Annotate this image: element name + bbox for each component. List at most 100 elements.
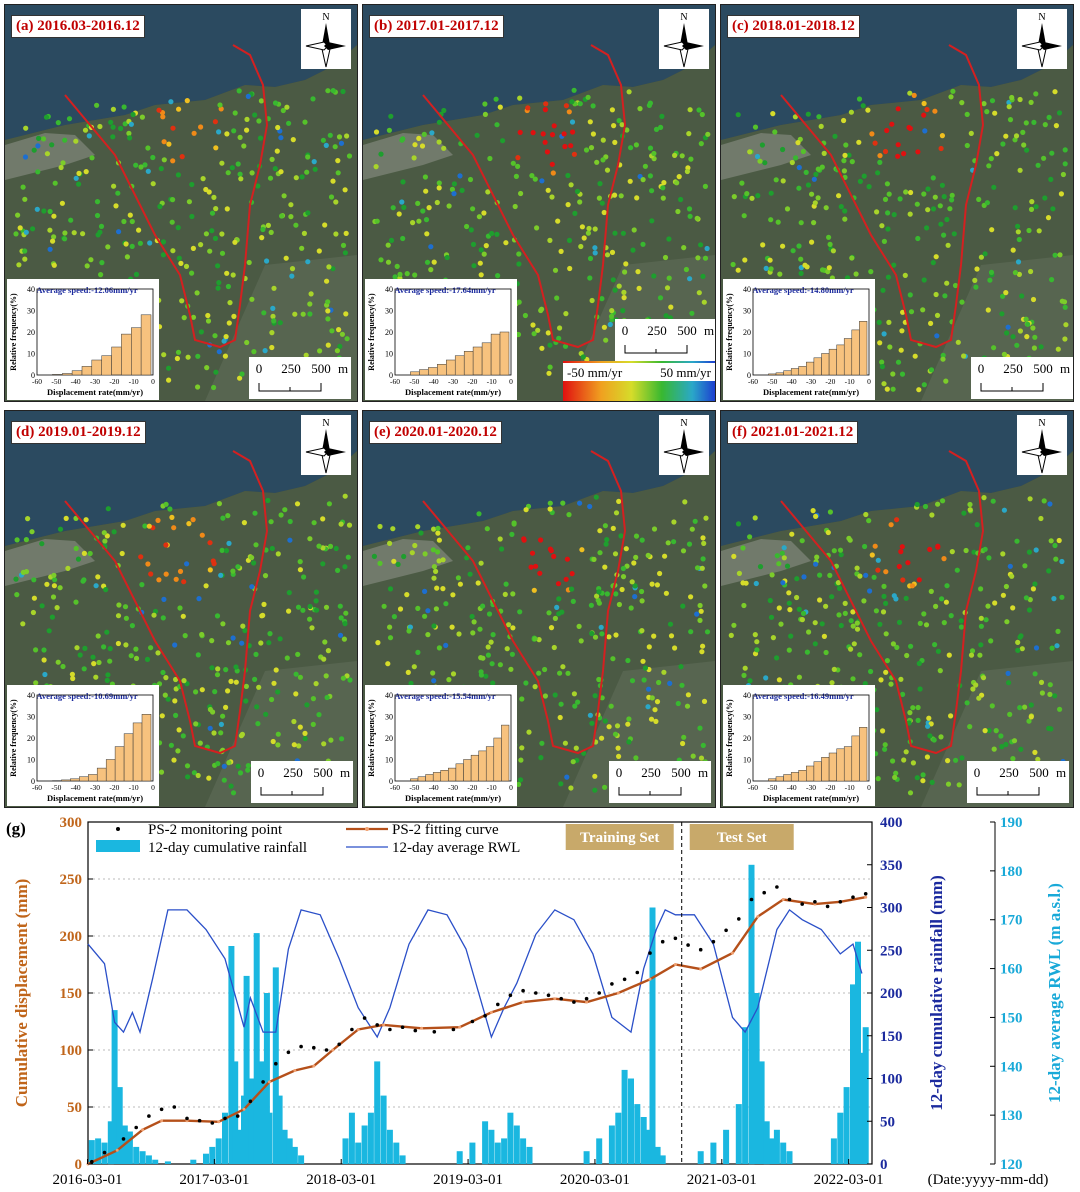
- svg-text:Relative frequency(%): Relative frequency(%): [9, 699, 18, 777]
- fit-marker: [382, 1023, 386, 1027]
- y-right-tick: 190: [1000, 815, 1023, 831]
- ps-point: [823, 649, 829, 656]
- ps-point: [767, 257, 773, 263]
- ps-point: [172, 642, 178, 648]
- ps-point: [457, 581, 463, 587]
- x-tick: 2022-03-01: [814, 1172, 884, 1188]
- ps-point: [162, 692, 168, 698]
- ps-point: [226, 760, 232, 766]
- ps-point: [482, 111, 488, 117]
- rainfall-bar: [850, 984, 856, 1164]
- ps-point: [609, 249, 616, 255]
- ps-point: [1045, 215, 1052, 221]
- ps-point: [31, 595, 37, 601]
- ps-point: [529, 173, 535, 179]
- ps-point: [320, 545, 326, 551]
- svg-text:-20: -20: [109, 783, 119, 792]
- ps-point: [155, 650, 161, 656]
- ps-point: [528, 564, 534, 570]
- svg-text:0: 0: [258, 765, 265, 780]
- ps-point: [784, 563, 791, 569]
- monitoring-point: [597, 991, 601, 995]
- ps-point: [868, 668, 874, 675]
- rainfall-bar: [190, 1159, 197, 1164]
- ps-point: [941, 620, 947, 626]
- ps-point: [949, 549, 955, 555]
- monitoring-point: [800, 902, 804, 906]
- ps-point: [513, 173, 519, 179]
- ps-point: [642, 163, 648, 169]
- ps-point: [938, 221, 944, 227]
- ps-point: [700, 556, 706, 562]
- ps-point: [86, 133, 92, 139]
- ps-point: [540, 131, 546, 137]
- hist-bar: [859, 321, 868, 376]
- ps-point: [649, 695, 655, 701]
- ps-point: [564, 774, 570, 780]
- hist-bar: [463, 351, 474, 376]
- ps-point: [898, 549, 904, 555]
- ps-point: [185, 774, 191, 780]
- ps-point: [907, 90, 913, 96]
- ps-point: [699, 649, 705, 655]
- ps-point: [800, 610, 807, 616]
- ps-point: [642, 665, 648, 671]
- ps-point: [986, 727, 992, 734]
- ps-point: [1017, 705, 1023, 711]
- ps-point: [581, 235, 587, 241]
- ps-point: [59, 200, 65, 206]
- ps-point: [685, 692, 691, 698]
- ps-point: [343, 610, 349, 616]
- ps-point: [22, 196, 28, 202]
- ps-point: [170, 125, 176, 131]
- ps-point: [436, 119, 442, 125]
- ps-point: [377, 523, 383, 530]
- ps-point: [618, 193, 624, 199]
- ps-point: [625, 721, 631, 727]
- ps-point: [696, 107, 702, 113]
- ps-point: [570, 759, 576, 765]
- ps-point: [1018, 746, 1024, 752]
- ps-point: [1000, 592, 1006, 598]
- ps-point: [661, 669, 667, 675]
- ps-point: [450, 592, 456, 598]
- hist-bar: [437, 364, 447, 376]
- ps-point: [419, 143, 426, 149]
- ps-point: [959, 755, 965, 761]
- ps-point: [877, 621, 883, 627]
- ps-point: [418, 530, 424, 536]
- ps-point: [1023, 595, 1029, 601]
- ps-point: [401, 553, 407, 560]
- ps-point: [287, 537, 293, 543]
- ps-point: [302, 119, 308, 125]
- ps-point: [433, 568, 439, 574]
- hist-bar: [410, 778, 419, 782]
- ps-point: [397, 271, 403, 277]
- ps-point: [260, 612, 266, 618]
- ps-point: [874, 707, 880, 713]
- ps-point: [478, 655, 484, 661]
- ps-point: [337, 343, 343, 349]
- ps-point: [698, 755, 705, 761]
- ps-point: [596, 600, 602, 606]
- ps-point: [174, 355, 180, 362]
- ps-point: [313, 589, 319, 595]
- ps-point: [36, 135, 42, 141]
- ps-point: [537, 570, 543, 576]
- ps-point: [1012, 270, 1018, 276]
- ps-point: [829, 680, 835, 686]
- ps-point: [680, 740, 686, 747]
- ps-point: [489, 230, 495, 237]
- ps-point: [195, 384, 201, 390]
- monitoring-point: [147, 1114, 151, 1118]
- y-mid-tick: 350: [880, 858, 903, 874]
- ps-point: [244, 127, 250, 133]
- ps-point: [253, 542, 259, 548]
- ps-point: [626, 89, 632, 95]
- ps-point: [1056, 537, 1062, 544]
- ps-point: [428, 267, 434, 273]
- svg-text:20: 20: [385, 734, 393, 743]
- ps-point: [988, 269, 995, 275]
- ps-point: [621, 295, 627, 301]
- ps-point: [121, 104, 127, 110]
